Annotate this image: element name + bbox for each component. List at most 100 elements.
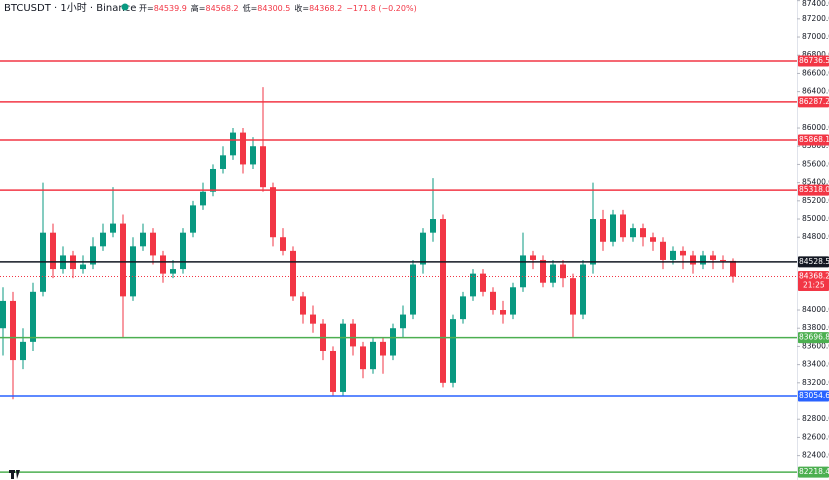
candle-body (120, 223, 126, 297)
candle-body (220, 155, 226, 169)
candle-body (670, 250, 676, 260)
candle-body (490, 291, 496, 311)
legend-value: 84368.2 (309, 4, 342, 13)
legend-value: 84300.5 (257, 4, 290, 13)
candle-body (290, 250, 296, 297)
y-tick-label: 87200.0 (802, 14, 829, 23)
candle-body (260, 146, 266, 188)
candle-body (570, 278, 576, 315)
candle-body (230, 132, 236, 156)
y-tick-label: 85600.0 (802, 159, 829, 168)
candle-body (350, 323, 356, 347)
candle-body (580, 264, 586, 315)
y-tick-label: 86400.0 (802, 87, 829, 96)
candle-body (420, 232, 426, 265)
legend-label: 高= (191, 3, 206, 13)
candle-body (530, 255, 536, 260)
candle-body (510, 287, 516, 315)
y-tick-label: 85200.0 (802, 196, 829, 205)
legend-value: 84568.2 (206, 4, 239, 13)
y-tick-label: 83200.0 (802, 378, 829, 387)
y-tick-label: 86800.0 (802, 50, 829, 59)
candle-body (20, 341, 26, 361)
y-tick-label: 87400.0 (802, 0, 829, 8)
y-tick-label: 84800.0 (802, 232, 829, 241)
level-label: 83696.8 (799, 333, 829, 342)
candle-body (430, 219, 436, 233)
y-tick-label: 82600.0 (802, 432, 829, 441)
candle-body (730, 260, 736, 277)
last-price-box (798, 271, 829, 292)
level-label-box (798, 256, 829, 268)
y-tick-label: 85800.0 (802, 141, 829, 150)
candle-body (380, 341, 386, 356)
candle-body (250, 146, 256, 165)
level-label: 86287.2 (799, 97, 829, 106)
candle-body (90, 246, 96, 265)
candle-body (180, 232, 186, 270)
candle-body (340, 323, 346, 392)
candle-body (0, 300, 6, 329)
y-tick-label: 84000.0 (802, 305, 829, 314)
level-label-box (798, 332, 829, 344)
candle-body (400, 314, 406, 329)
candle-body (630, 228, 636, 238)
level-label: 84528.5 (799, 257, 829, 266)
candle-body (460, 296, 466, 320)
candle-body (100, 232, 106, 247)
candle-body (660, 241, 666, 260)
candle-body (300, 296, 306, 315)
countdown: 21:25 (803, 281, 825, 290)
y-tick-label: 86000.0 (802, 123, 829, 132)
logo (9, 470, 20, 479)
candle-body (560, 264, 566, 279)
candle-body (130, 246, 136, 297)
candle-body (520, 255, 526, 288)
legend-label: 开= (139, 4, 154, 13)
candle-body (370, 341, 376, 370)
y-tick-label: 85400.0 (802, 178, 829, 187)
y-tick-label: 83800.0 (802, 323, 829, 332)
price-axis: 87400.0 87200.0 87000.0 86800.0 86600.0 86400… (797, 0, 829, 478)
plot-area (0, 60, 797, 473)
candle-body (540, 259, 546, 283)
level-label-box (798, 96, 829, 108)
level-label-box (798, 134, 829, 146)
legend-label: 低= (243, 3, 258, 13)
y-tick-label: 85000.0 (802, 214, 829, 223)
y-tick-label: 82400.0 (802, 451, 829, 460)
candle-body (10, 300, 16, 361)
chart-title: BTCUSDT · 1小时 · Binance (4, 2, 136, 14)
level-label: 86736.5 (799, 56, 829, 65)
candle-body (160, 255, 166, 274)
status-icon (121, 3, 129, 11)
candle-body (190, 205, 196, 233)
level-label-box (798, 390, 829, 402)
candle-body (210, 168, 216, 192)
candle-body (480, 273, 486, 292)
candle-body (710, 255, 716, 260)
candle-body (590, 219, 596, 265)
candle-body (450, 319, 456, 383)
legend-value: 84539.9 (154, 4, 187, 13)
candle-body (390, 328, 396, 356)
legend-change: −171.8 (−0.20%) (346, 4, 417, 13)
level-label: 85318.0 (799, 185, 829, 194)
candle-body (620, 214, 626, 238)
candle-body (410, 264, 416, 315)
candle-body (270, 187, 276, 238)
candle-body (700, 255, 706, 265)
candle-body (310, 314, 316, 324)
candle-body (50, 232, 56, 270)
candle-body (140, 232, 146, 247)
candle-body (550, 264, 556, 283)
candle-body (720, 259, 726, 261)
legend-label: 收= (294, 3, 309, 13)
candle-body (500, 310, 506, 315)
candle-body (200, 191, 206, 206)
candle-body (470, 273, 476, 297)
candle-body (600, 219, 606, 242)
y-tick-label: 83600.0 (802, 341, 829, 350)
